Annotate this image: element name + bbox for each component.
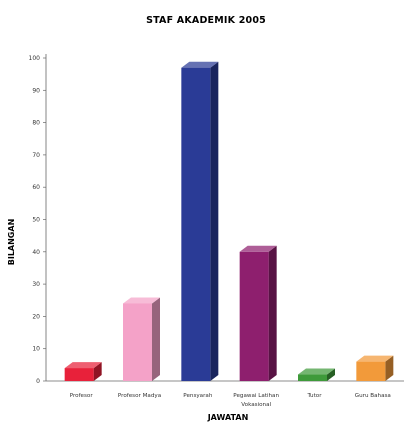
y-tick-label: 60 (32, 184, 40, 191)
bar-front (181, 67, 211, 381)
bar-side (268, 245, 277, 381)
bar (356, 355, 394, 381)
bar (298, 368, 335, 381)
bar-top (181, 61, 219, 68)
bar-top (239, 245, 277, 252)
y-tick-label: 20 (32, 313, 40, 320)
bar-front (123, 303, 152, 381)
bar-front (356, 361, 386, 381)
y-tick-label: 0 (36, 378, 40, 385)
y-axis-title: BILANGAN (7, 219, 16, 266)
y-tick-label: 70 (32, 152, 40, 159)
bar-side (93, 362, 102, 381)
category-label: Vokasional (241, 402, 271, 408)
category-labels: Profesor Profesor Madya Pensyarah Pegawai L… (70, 393, 391, 408)
y-tick-label: 50 (32, 217, 40, 224)
bar-side (385, 355, 394, 381)
category-label: Guru Bahasa (355, 393, 391, 399)
chart-title: STAF AKADEMIK 2005 (146, 15, 266, 26)
y-tick-label: 30 (32, 281, 40, 288)
bar-front (298, 374, 327, 381)
bar (64, 362, 102, 381)
y-tick-label: 100 (29, 55, 41, 62)
bars (64, 61, 394, 381)
bar (123, 297, 160, 381)
bar (181, 61, 219, 381)
y-tick-label: 40 (32, 249, 40, 256)
bar-top (64, 362, 102, 369)
category-label: Profesor (70, 393, 94, 399)
bar (239, 245, 277, 381)
x-axis-title: JAWATAN (207, 413, 249, 422)
y-tick-label: 80 (32, 120, 40, 127)
y-tick-label: 10 (32, 346, 40, 353)
bar-top (356, 355, 394, 362)
bar-front (64, 368, 94, 381)
bar-front (239, 251, 269, 381)
category-label: Pensyarah (183, 393, 213, 399)
y-axis: 0 10 20 30 40 50 60 70 80 90 100 (29, 54, 47, 385)
y-tick-label: 90 (32, 87, 40, 94)
bar-side (327, 368, 335, 381)
bar-top (298, 368, 335, 375)
bar-top (123, 297, 160, 304)
category-label: Profesor Madya (118, 393, 161, 399)
category-label: Pegawai Latihan (233, 393, 279, 399)
bar-side (210, 61, 219, 381)
bar-side (152, 297, 160, 381)
category-label: Tutor (306, 393, 322, 399)
